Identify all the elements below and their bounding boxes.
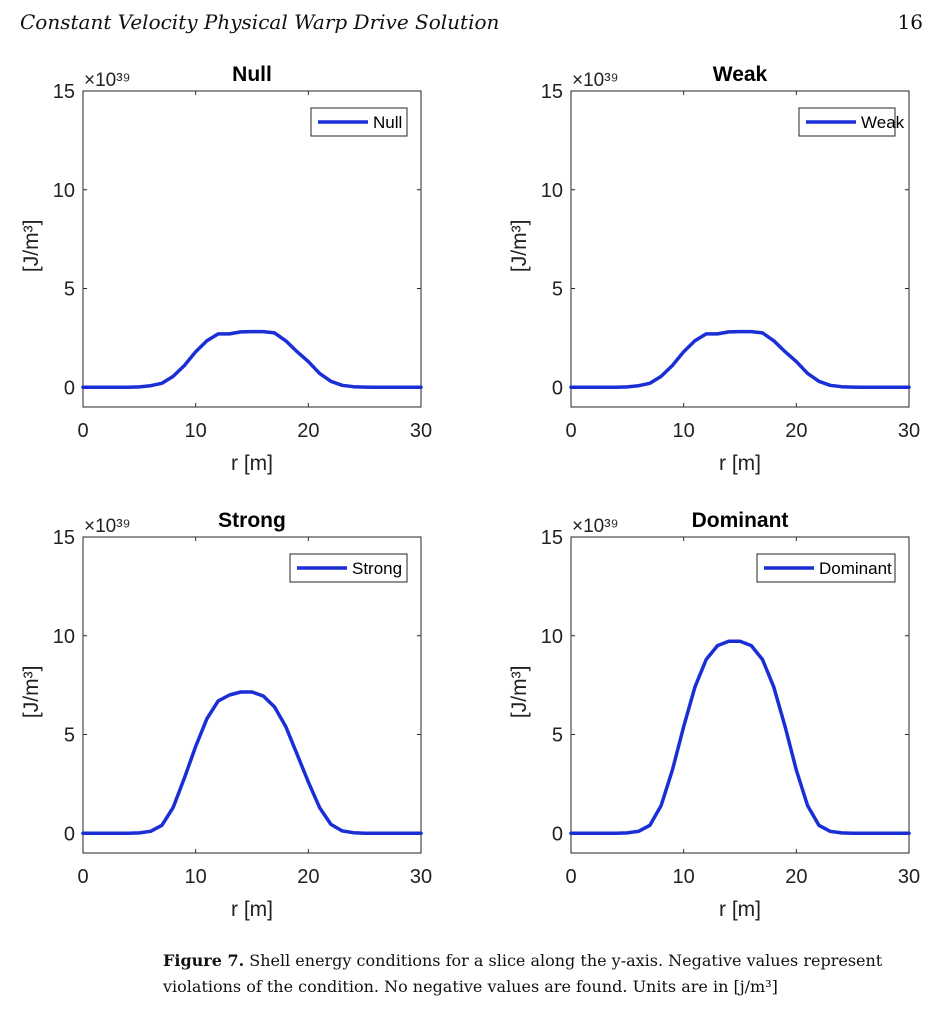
chart-3-y-tick-label: 5 <box>64 725 75 747</box>
chart-2-x-tick-label: 20 <box>785 420 807 442</box>
chart-4-x-tick-label: 0 <box>565 866 576 888</box>
chart-3-x-tick-label: 30 <box>410 866 432 888</box>
chart-2-y-axis-label: [J/m³] <box>508 220 531 273</box>
running-header-title: Constant Velocity Physical Warp Drive So… <box>20 10 500 34</box>
chart-1-y-tick-label: 10 <box>53 180 75 202</box>
chart-3-x-axis-label: r [m] <box>231 898 273 921</box>
chart-1-y-tick-label: 15 <box>53 81 75 103</box>
chart-1-y-axis-label: [J/m³] <box>20 220 43 273</box>
chart-3-y-tick-label: 0 <box>64 823 75 845</box>
chart-2-x-tick-label: 10 <box>673 420 695 442</box>
chart-3-y-axis-label: [J/m³] <box>20 666 43 719</box>
chart-3-x-tick-label: 10 <box>185 866 207 888</box>
chart-1-legend-label: Null <box>373 113 402 132</box>
chart-3-title: Strong <box>218 509 286 532</box>
chart-1-x-tick-label: 30 <box>410 420 432 442</box>
chart-4-x-axis-label: r [m] <box>719 898 761 921</box>
chart-4-y-exponent: ×10³⁹ <box>572 516 619 537</box>
chart-4-y-tick-label: 5 <box>552 725 563 747</box>
chart-4-y-axis-label: [J/m³] <box>508 666 531 719</box>
chart-4-x-tick-label: 10 <box>673 866 695 888</box>
chart-2-series-line <box>569 329 911 390</box>
chart-1-axes-box <box>82 90 422 408</box>
chart-1-series-line <box>81 329 423 390</box>
chart-3-series-line <box>81 690 423 836</box>
chart-1-x-tick-label: 10 <box>185 420 207 442</box>
chart-1-x-tick-label: 20 <box>297 420 319 442</box>
chart-1-y-tick-label: 5 <box>64 279 75 301</box>
chart-2-axes-box <box>570 90 910 408</box>
chart-4-legend-label: Dominant <box>819 559 892 578</box>
chart-4-x-tick-label: 20 <box>785 866 807 888</box>
chart-4-series-line <box>569 639 911 836</box>
chart-3-x-tick-label: 0 <box>77 866 88 888</box>
chart-2-x-axis-label: r [m] <box>719 452 761 475</box>
chart-3-x-tick-label: 20 <box>297 866 319 888</box>
chart-3-y-exponent: ×10³⁹ <box>84 516 131 537</box>
chart-2-y-exponent: ×10³⁹ <box>572 70 619 91</box>
chart-3-legend-label: Strong <box>352 559 402 578</box>
chart-2-y-tick-label: 0 <box>552 377 563 399</box>
figure-7-energy-conditions: 0 10 20 30 0 5 10 15 ×10³⁹ Null r [m] [J/m³] Null 0 10… <box>20 63 920 921</box>
chart-4-x-tick-label: 30 <box>898 866 920 888</box>
chart-1-title: Null <box>232 63 272 86</box>
chart-4-y-tick-label: 15 <box>541 527 563 549</box>
chart-4-y-tick-label: 10 <box>541 626 563 648</box>
figure-caption: Figure 7. Shell energy conditions for a … <box>163 948 933 1000</box>
chart-1-y-exponent: ×10³⁹ <box>84 70 131 91</box>
chart-1-x-tick-label: 0 <box>77 420 88 442</box>
page-number: 16 <box>897 10 923 34</box>
chart-3-y-tick-label: 15 <box>53 527 75 549</box>
chart-2-x-tick-label: 0 <box>565 420 576 442</box>
chart-2-title: Weak <box>713 63 768 86</box>
chart-2-x-tick-label: 30 <box>898 420 920 442</box>
chart-2-y-tick-label: 10 <box>541 180 563 202</box>
chart-3-y-tick-label: 10 <box>53 626 75 648</box>
chart-3-axes-box <box>82 536 422 854</box>
caption-label: Figure 7. <box>163 951 245 970</box>
chart-4-y-tick-label: 0 <box>552 823 563 845</box>
caption-text: Shell energy conditions for a slice alon… <box>163 951 883 996</box>
chart-4-title: Dominant <box>692 509 789 532</box>
chart-2-y-tick-label: 5 <box>552 279 563 301</box>
chart-1-y-tick-label: 0 <box>64 377 75 399</box>
chart-2-legend-label: Weak <box>861 113 905 132</box>
chart-1-x-axis-label: r [m] <box>231 452 273 475</box>
chart-4-axes-box <box>570 536 910 854</box>
chart-2-y-tick-label: 15 <box>541 81 563 103</box>
